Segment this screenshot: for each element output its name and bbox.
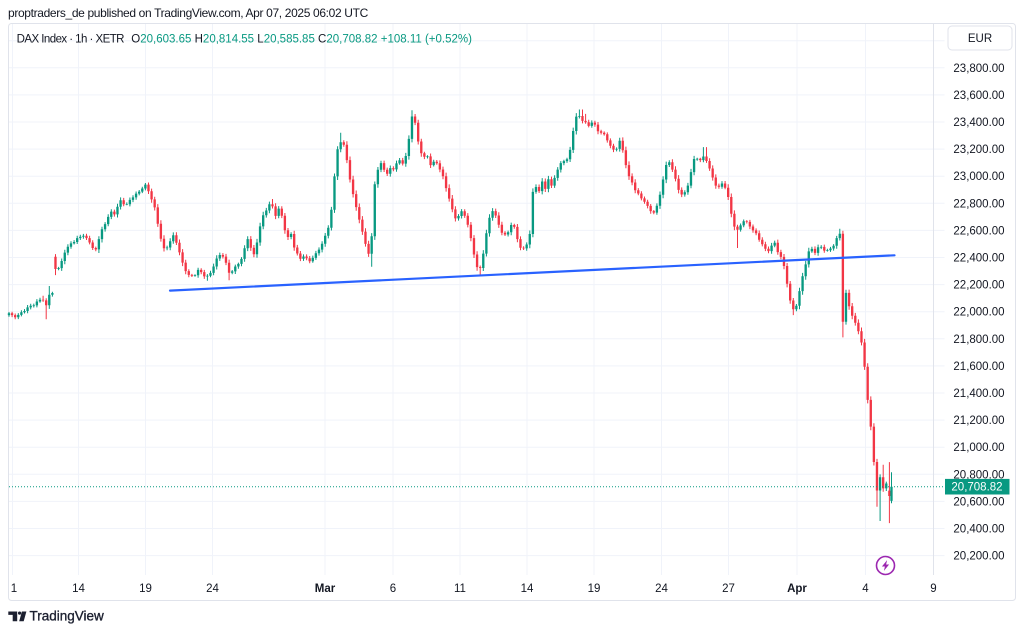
svg-text:TradingView: TradingView — [30, 609, 105, 624]
svg-text:EUR: EUR — [968, 33, 992, 45]
svg-text:20,708.82: 20,708.82 — [951, 482, 1002, 494]
svg-text:24: 24 — [655, 583, 668, 595]
svg-text:DAX Index · 1h · XETR: DAX Index · 1h · XETR — [17, 33, 125, 45]
svg-text:23,600.00: 23,600.00 — [953, 90, 1004, 102]
svg-text:O20,603.65 H20,814.55 L20,58: O20,603.65 H20,814.55 L20,585.85 C20,708… — [131, 33, 472, 45]
svg-text:23,800.00: 23,800.00 — [953, 63, 1004, 75]
svg-text:20,200.00: 20,200.00 — [953, 551, 1004, 563]
svg-text:21,200.00: 21,200.00 — [953, 415, 1004, 427]
svg-text:Mar: Mar — [315, 583, 336, 595]
svg-text:14: 14 — [521, 583, 534, 595]
svg-text:21,400.00: 21,400.00 — [953, 388, 1004, 400]
svg-text:20,800.00: 20,800.00 — [953, 469, 1004, 481]
svg-text:11: 11 — [454, 583, 466, 595]
svg-text:23,400.00: 23,400.00 — [953, 117, 1004, 129]
svg-text:22,800.00: 22,800.00 — [953, 198, 1004, 210]
svg-text:14: 14 — [72, 583, 85, 595]
svg-text:27: 27 — [722, 583, 735, 595]
svg-text:23,200.00: 23,200.00 — [953, 144, 1004, 156]
svg-text:21,000.00: 21,000.00 — [953, 442, 1004, 454]
svg-text:20,600.00: 20,600.00 — [953, 496, 1004, 508]
svg-text:22,400.00: 22,400.00 — [953, 253, 1004, 265]
svg-text:19: 19 — [588, 583, 601, 595]
svg-text:20,400.00: 20,400.00 — [953, 524, 1004, 536]
svg-text:22,200.00: 22,200.00 — [953, 280, 1004, 292]
svg-text:Apr: Apr — [787, 583, 807, 595]
svg-text:22,000.00: 22,000.00 — [953, 307, 1004, 319]
svg-text:23,000.00: 23,000.00 — [953, 171, 1004, 183]
svg-text:21,800.00: 21,800.00 — [953, 334, 1004, 346]
svg-text:19: 19 — [139, 583, 152, 595]
svg-text:24: 24 — [206, 583, 219, 595]
svg-text:22,600.00: 22,600.00 — [953, 225, 1004, 237]
svg-text:6: 6 — [390, 583, 396, 595]
svg-text:9: 9 — [930, 583, 936, 595]
svg-text:4: 4 — [862, 583, 869, 595]
svg-text:1: 1 — [11, 583, 17, 595]
svg-text:proptraders_de published on Tr: proptraders_de published on TradingView.… — [8, 6, 369, 20]
svg-text:21,600.00: 21,600.00 — [953, 361, 1004, 373]
